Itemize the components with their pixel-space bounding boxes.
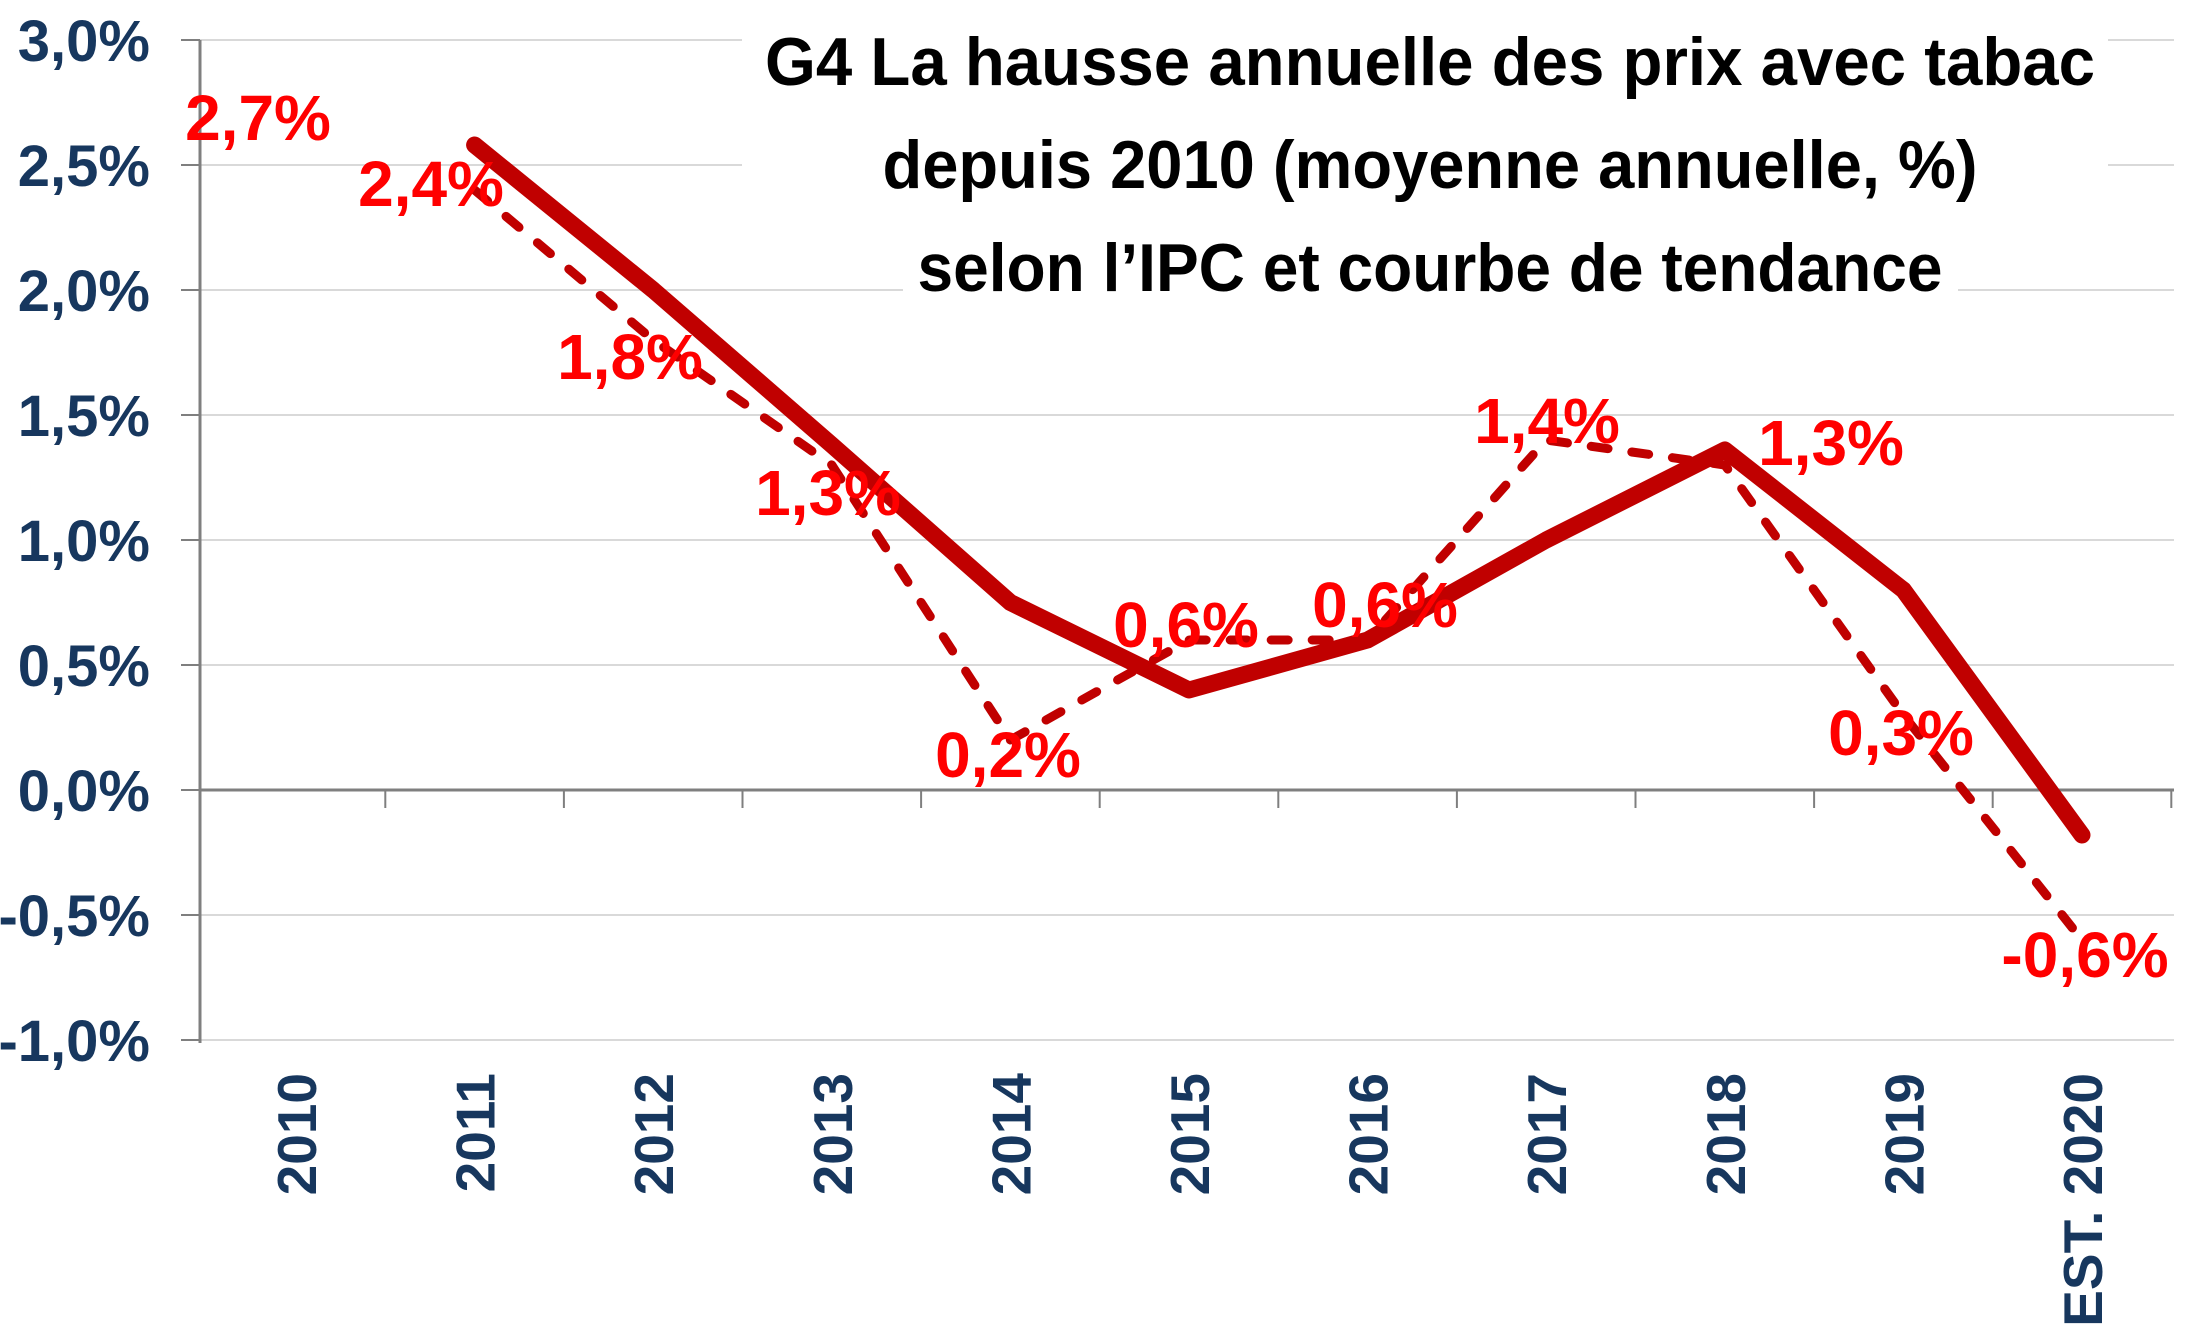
data-label: -0,6%	[2001, 919, 2168, 991]
data-label: 1,8%	[557, 321, 703, 393]
ipc-dashed-line	[470, 185, 2087, 945]
trend-solid-series	[466, 136, 2091, 844]
y-axis-label: -0,5%	[0, 884, 150, 949]
x-axis-label: 2013	[802, 1073, 864, 1195]
data-label: 1,3%	[1758, 407, 1904, 479]
x-axis-label: 2014	[980, 1073, 1042, 1196]
y-axis-label: 1,5%	[18, 384, 150, 449]
y-axis-label: 2,0%	[18, 259, 150, 324]
y-axis-label: -1,0%	[0, 1009, 150, 1074]
x-axis-label: 2012	[623, 1073, 685, 1195]
data-label: 1,3%	[755, 457, 901, 529]
y-axis-label: 0,0%	[18, 759, 150, 824]
x-axis-label: 2010	[266, 1073, 328, 1195]
x-axis-labels: 2010 2011 2012 2013 2014 2015 2016 2017 2018 2019…	[266, 1073, 2114, 1327]
data-label: 0,3%	[1828, 697, 1974, 769]
y-axis-label: 2,5%	[18, 134, 150, 199]
x-axis-tick-marks	[384, 790, 2173, 808]
x-axis-label: 2016	[1338, 1073, 1400, 1195]
title-background-upper	[742, 8, 2108, 232]
data-label: 2,7%	[185, 82, 331, 154]
ipc-dashed-series	[470, 185, 2087, 945]
x-axis-label: 2019	[1873, 1073, 1935, 1195]
data-label: 2,4%	[358, 148, 504, 220]
data-value-labels: 2,7% 2,4% 1,8% 1,3% 0,2% 0,6% 0,6% 1,4% 1,3% 0,3%…	[185, 82, 2169, 991]
data-label: 0,6%	[1113, 589, 1259, 661]
x-axis-label: EST. 2020	[2052, 1073, 2114, 1327]
y-axis-labels: 3,0% 2,5% 2,0% 1,5% 1,0% 0,5% 0,0% -0,5% -1,0%	[0, 9, 150, 1074]
data-label: 0,2%	[935, 719, 1081, 791]
y-axis-label: 0,5%	[18, 634, 150, 699]
y-axis-label: 3,0%	[18, 9, 150, 74]
x-axis-label: 2018	[1695, 1073, 1757, 1195]
trend-line	[466, 136, 2091, 844]
x-axis-label: 2017	[1516, 1073, 1578, 1195]
y-axis-label: 1,0%	[18, 509, 150, 574]
x-axis-label: 2011	[445, 1073, 507, 1192]
y-axis-tick-marks	[181, 39, 200, 1041]
x-axis-label: 2015	[1159, 1073, 1221, 1195]
chart-title-line-2: depuis 2010 (moyenne annuelle, %)	[883, 127, 1978, 203]
data-label: 0,6%	[1312, 569, 1458, 641]
chart-title-line-3: selon l’IPC et courbe de tendance	[918, 230, 1943, 306]
data-label: 1,4%	[1474, 385, 1620, 457]
title-background-line3	[903, 232, 1958, 304]
chart-title-line-1: G4 La hausse annuelle des prix avec taba…	[765, 24, 2095, 100]
